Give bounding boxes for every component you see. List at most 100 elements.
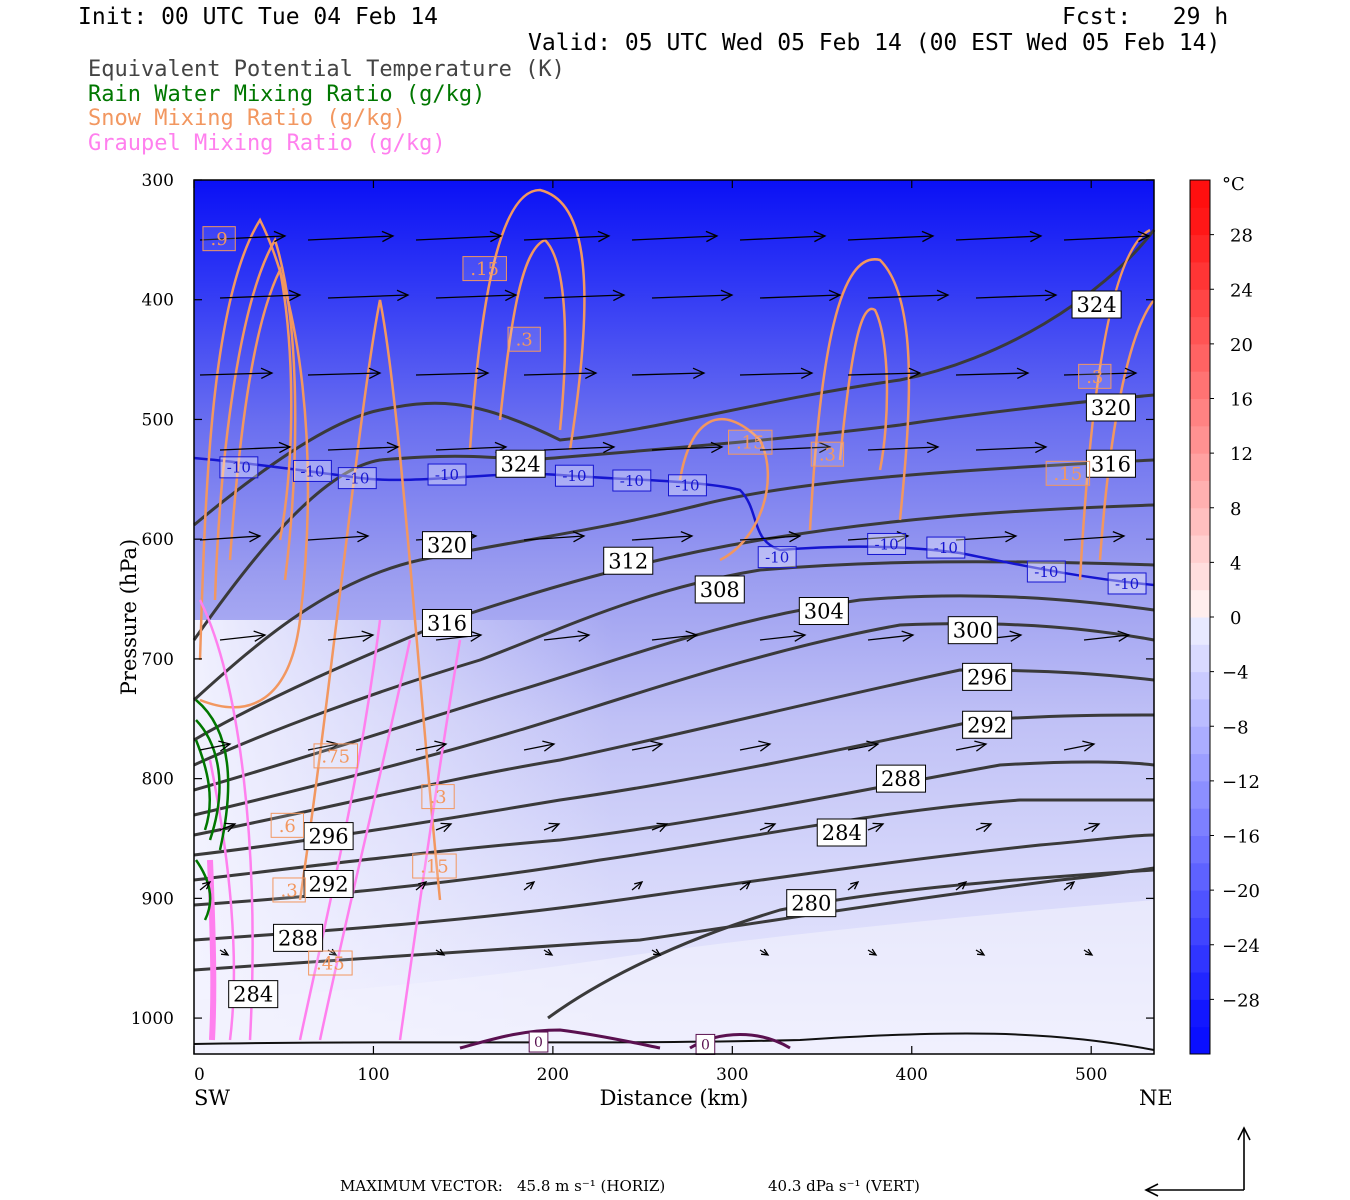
colorbar-tick-label: −28 [1222,990,1260,1011]
colorbar-swatch [1190,698,1210,727]
snow-label-box [412,853,457,879]
colorbar-swatch [1190,808,1210,836]
wind-vector-head [1088,822,1101,833]
isotherm-label-box [292,459,332,482]
theta-e-label: 284 [822,821,862,845]
wind-vector [955,881,967,891]
wind-vector [199,535,261,541]
colorbar-swatch [1190,562,1210,591]
theta-e-label-box [303,869,354,898]
wind-vector [975,949,985,956]
wind-vector [219,823,236,831]
wind-vector-head [872,822,885,833]
wind-vector [523,235,610,241]
isotherm-label-box [757,546,797,569]
theta-e-contours [192,229,1156,1020]
reference-vector-icon [1144,1126,1251,1197]
colorbar-swatch [1190,343,1210,372]
isotherm-label: -10 [620,472,644,490]
colorbar-swatch [1190,316,1210,345]
colorbar-swatch [1190,480,1210,509]
colorbar-tick-label: 12 [1230,444,1253,465]
max-vector-vertical: 40.3 dPa s⁻¹ (VERT) [768,1177,920,1195]
wind-vector [759,949,769,956]
theta-e-label: 288 [278,926,318,950]
colorbar-swatch [1190,780,1210,809]
snow-label-box [270,812,304,838]
wind-vector [631,372,705,376]
wind-vector-head [868,948,878,956]
wind-vector [955,235,1042,241]
isotherm-label: -10 [1115,575,1139,593]
wind-vector-head [273,230,287,243]
wind-vector-head [1034,441,1048,454]
wind-vector [435,949,445,956]
isotherm-label: -10 [875,535,899,553]
wind-vector [631,535,693,541]
wind-vector [307,372,381,376]
wind-vector [1063,372,1137,376]
wind-vector-head [288,289,302,302]
theta-e-label-box [1071,290,1122,319]
wind-vector [1063,743,1095,751]
wind-vector [975,294,1057,299]
colorbar-swatch [1190,289,1210,318]
snow-label: .15 [736,433,765,454]
wind-vector-head [526,881,536,890]
wind-vector [759,294,841,299]
theta-e-label-box [694,575,745,604]
wind-vector-head [356,530,370,543]
wind-vector-head [813,230,827,243]
x-tick-label: 200 [537,1065,569,1085]
x-end-label-sw: SW [194,1086,230,1110]
wind-vector [435,823,452,831]
theta-e-label: 320 [1091,396,1131,420]
isotherm-label: -10 [300,462,324,480]
wind-vector-head [976,948,986,956]
theta-e-label: 292 [967,713,1007,737]
wind-vector [307,743,339,751]
wind-vector-head [396,289,410,302]
colorbar-swatch [1190,507,1210,536]
wind-vector-head [634,881,644,890]
wind-vector-head [597,230,611,243]
wind-vector-head [760,948,770,956]
wind-vector-head [958,881,968,890]
theta-e-label: 312 [608,549,648,573]
wind-vector [631,235,718,241]
isotherm-label: -10 [345,470,369,488]
colorbar-swatch [1190,371,1210,399]
wind-vector-head [685,630,699,642]
wind-vector-head [1044,289,1058,302]
wind-vector-head [850,881,860,890]
wind-vector-head [1117,630,1131,642]
forecast-hour: Fcst: 29 h [1062,4,1229,30]
theta-e-label: 320 [427,534,467,558]
surface-line [193,1032,1155,1051]
plot-frame [193,179,1155,1055]
wind-vector-head [572,530,586,543]
wind-vector [651,446,723,451]
snow-label-box [462,256,507,282]
wind-vector-head [440,822,453,833]
isotherm-label-box [219,456,259,479]
colorbar-swatch [1190,644,1210,673]
wind-vector-head [936,289,950,302]
wind-vector-head [1112,530,1126,543]
wind-vector [847,881,859,891]
x-axis-label: Distance (km) [600,1086,749,1110]
wind-vector-head [542,740,556,752]
zero-contour-1 [459,1028,661,1050]
y-tick-label: 900 [142,889,174,909]
wind-vector-head [650,740,664,752]
colorbar-swatch [1190,398,1210,427]
colorbar-swatch [1190,453,1210,481]
zero-label-box [528,1031,549,1053]
theta-e-label-box [228,980,279,1009]
snow-label-box [728,429,773,455]
wind-vector-head [720,289,734,302]
theta-e-label: 288 [881,767,921,791]
wind-vector [867,823,884,831]
wind-vector [759,823,776,831]
wind-vector [543,446,615,451]
